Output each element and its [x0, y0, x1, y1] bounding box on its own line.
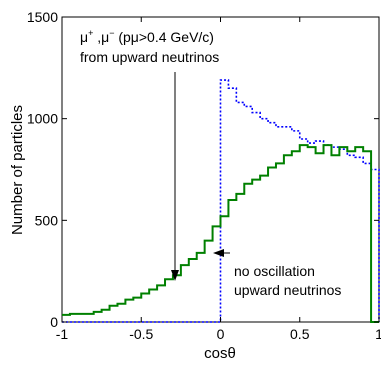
y-tick-label: 500	[35, 212, 59, 228]
annotation-momentum: (pμ>0.4 GeV/c)	[114, 29, 214, 45]
annotation-mu: μ	[80, 29, 88, 45]
y-axis-label: Number of particles	[9, 105, 26, 235]
x-tick-label: 0.5	[290, 326, 310, 342]
series-upward-muons	[62, 144, 379, 323]
arrow-left-head	[213, 249, 224, 257]
y-tick-label: 1000	[27, 111, 58, 127]
x-tick-label: -1	[56, 326, 69, 342]
x-axis-ticks: -1 -0.5 0 0.5 1	[56, 17, 381, 342]
annotation-upward-neutrinos: upward neutrinos	[234, 282, 341, 298]
annotation-mu-minus: ,μ	[93, 29, 109, 45]
annotation-plus: +	[88, 28, 93, 38]
y-axis-ticks: 0 500 1000 1500	[27, 9, 379, 330]
x-tick-label: -0.5	[129, 326, 153, 342]
y-tick-label: 0	[50, 314, 58, 330]
annotation-from-upward: from upward neutrinos	[80, 49, 219, 65]
annotation-particles: μ+ ,μ− (pμ>0.4 GeV/c)	[80, 28, 214, 45]
x-axis-label: cosθ	[204, 345, 236, 362]
arrow-down-head	[171, 270, 179, 281]
x-tick-label: 1	[375, 326, 381, 342]
x-tick-label: 0	[217, 326, 225, 342]
annotation-no-oscillation: no oscillation	[234, 263, 315, 279]
y-tick-label: 1500	[27, 9, 58, 25]
annotation-minus: −	[109, 28, 114, 38]
